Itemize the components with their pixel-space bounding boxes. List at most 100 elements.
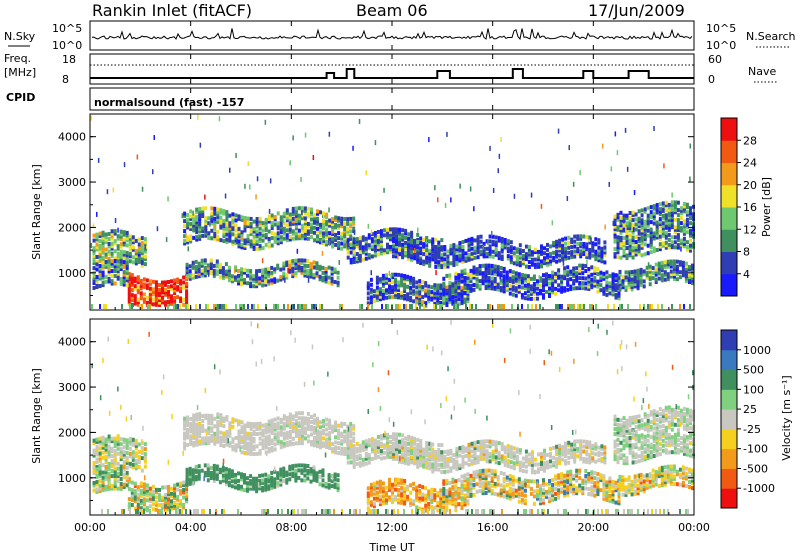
heatmap-cell bbox=[374, 140, 377, 146]
heatmap-cell bbox=[98, 451, 102, 456]
heatmap-cell bbox=[249, 449, 253, 454]
heatmap-cell bbox=[537, 254, 540, 259]
colorbar-tick-label: 28 bbox=[743, 134, 757, 147]
heatmap-cell bbox=[596, 289, 600, 294]
heatmap-cell bbox=[599, 270, 603, 275]
heatmap-cell bbox=[277, 304, 279, 309]
heatmap-cell bbox=[334, 242, 338, 247]
heatmap-cell bbox=[246, 424, 250, 429]
heatmap-cell bbox=[401, 455, 405, 460]
heatmap-cell bbox=[672, 274, 676, 279]
freq-label: Freq. bbox=[4, 52, 31, 65]
heatmap-cell bbox=[473, 460, 477, 465]
heatmap-cell bbox=[425, 463, 429, 467]
freq-tick-low: 8 bbox=[62, 73, 69, 86]
heatmap-cell bbox=[479, 449, 483, 454]
heatmap-cell bbox=[637, 221, 641, 226]
heatmap-cell bbox=[95, 277, 99, 282]
heatmap-cell bbox=[104, 474, 108, 479]
heatmap-cell bbox=[98, 284, 102, 288]
heatmap-cell bbox=[463, 291, 467, 295]
heatmap-cell bbox=[379, 244, 383, 249]
heatmap-cell bbox=[128, 436, 132, 441]
heatmap-cell bbox=[566, 277, 570, 282]
heatmap-cell bbox=[425, 243, 429, 248]
heatmap-cell bbox=[358, 241, 362, 246]
heatmap-cell bbox=[458, 243, 462, 248]
heatmap-cell bbox=[222, 231, 226, 236]
heatmap-cell bbox=[216, 437, 220, 442]
heatmap-cell bbox=[389, 249, 392, 254]
heatmap-cell bbox=[361, 457, 365, 462]
heatmap-cell bbox=[243, 280, 246, 285]
heatmap-cell bbox=[479, 239, 483, 244]
heatmap-cell bbox=[492, 188, 495, 193]
heatmap-cell bbox=[490, 283, 494, 288]
heatmap-cell bbox=[563, 288, 567, 293]
heatmap-cell bbox=[478, 269, 482, 274]
heatmap-cell bbox=[189, 221, 193, 226]
heatmap-cell bbox=[613, 234, 617, 239]
heatmap-cell bbox=[445, 288, 449, 293]
heatmap-cell bbox=[491, 457, 495, 462]
heatmap-cell bbox=[279, 220, 283, 225]
heatmap-cell bbox=[92, 233, 96, 238]
heatmap-cell bbox=[243, 270, 246, 275]
heatmap-cell bbox=[361, 250, 365, 255]
heatmap-cell bbox=[285, 223, 289, 228]
heatmap-cell bbox=[316, 219, 319, 224]
heatmap-cell bbox=[500, 257, 504, 261]
heatmap-cell bbox=[188, 269, 192, 274]
heatmap-cell bbox=[142, 499, 146, 504]
heatmap-cell bbox=[173, 491, 177, 495]
heatmap-cell bbox=[616, 255, 620, 260]
heatmap-cell bbox=[670, 210, 674, 215]
heatmap-cell bbox=[122, 445, 126, 450]
heatmap-cell bbox=[330, 276, 334, 281]
heatmap-cell bbox=[122, 465, 126, 470]
heatmap-cell bbox=[376, 247, 380, 252]
heatmap-cell bbox=[328, 207, 330, 213]
heatmap-cell bbox=[425, 465, 429, 470]
heatmap-cell bbox=[255, 222, 259, 226]
heatmap-cell bbox=[643, 234, 647, 239]
heatmap-cell bbox=[552, 258, 556, 263]
heatmap-cell bbox=[389, 237, 392, 242]
heatmap-cell bbox=[471, 304, 473, 309]
heatmap-cell bbox=[291, 266, 295, 271]
heatmap-cell bbox=[436, 300, 440, 305]
heatmap-cell bbox=[511, 275, 515, 280]
heatmap-cell bbox=[207, 426, 211, 431]
heatmap-cell bbox=[367, 304, 369, 309]
heatmap-cell bbox=[370, 247, 374, 251]
heatmap-cell bbox=[167, 284, 170, 289]
heatmap-cell bbox=[509, 240, 513, 245]
heatmap-cell bbox=[627, 277, 631, 282]
heatmap-cell bbox=[279, 442, 283, 447]
heatmap-cell bbox=[361, 247, 365, 252]
heatmap-cell bbox=[685, 240, 689, 245]
heatmap-cell bbox=[151, 494, 155, 499]
heatmap-cell bbox=[264, 277, 268, 282]
heatmap-cell bbox=[294, 221, 298, 226]
heatmap-cell bbox=[499, 288, 503, 293]
heatmap-cell bbox=[319, 432, 322, 437]
heatmap-cell bbox=[340, 231, 344, 236]
heatmap-cell bbox=[681, 263, 685, 268]
heatmap-cell bbox=[154, 502, 158, 507]
heatmap-cell bbox=[221, 304, 223, 309]
heatmap-cell bbox=[139, 293, 143, 298]
heatmap-cell bbox=[306, 469, 310, 473]
heatmap-cell bbox=[192, 416, 196, 420]
heatmap-cell bbox=[113, 474, 117, 478]
heatmap-cell bbox=[252, 274, 256, 279]
heatmap-cell bbox=[113, 259, 117, 263]
heatmap-cell bbox=[582, 247, 586, 251]
heatmap-cell bbox=[212, 463, 216, 468]
heatmap-cell bbox=[378, 289, 382, 294]
heatmap-cell bbox=[148, 289, 152, 294]
heatmap-cell bbox=[530, 470, 534, 475]
heatmap-cell bbox=[484, 273, 488, 278]
heatmap-cell bbox=[285, 238, 289, 243]
heatmap-cell bbox=[313, 420, 316, 425]
